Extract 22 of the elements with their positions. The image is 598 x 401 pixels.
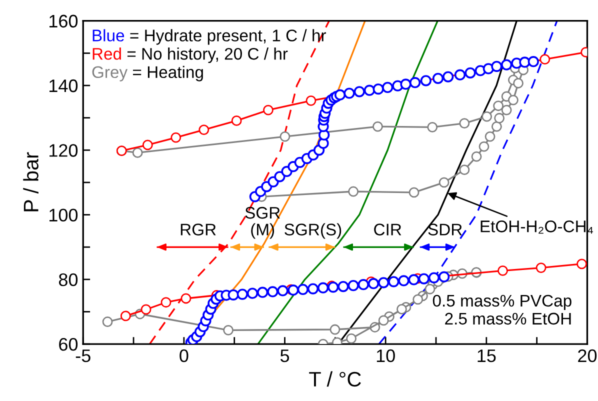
x-tick-label: 0	[180, 349, 188, 362]
annotation: SGR(S)	[284, 223, 342, 239]
x-tick-label: 20	[578, 349, 597, 362]
y-tick-label: 100	[50, 208, 78, 222]
y-axis-title: P / bar	[23, 152, 38, 212]
y-tick-label: 160	[50, 14, 78, 28]
y-tick-label: 60	[59, 338, 78, 351]
text: Grey = Heating	[92, 66, 203, 82]
x-tick-label: -5	[76, 350, 90, 362]
text: Red = No history, 20 C / hr	[92, 48, 288, 64]
y-tick-label: 120	[50, 144, 78, 157]
y-tick-label: 140	[50, 79, 78, 92]
annotation: SDR	[428, 224, 462, 236]
x-tick-label: 10	[376, 349, 395, 362]
x-axis-title: T / °C	[309, 371, 361, 387]
annotation: CIR	[374, 224, 402, 236]
annotation: RGR	[180, 224, 216, 236]
annotation: 0.5 mass% PVCap	[432, 294, 572, 310]
x-tick-label: 5	[280, 350, 290, 362]
annotation: 2.5 mass% EtOH	[445, 312, 571, 325]
x-tick-label: 15	[478, 350, 496, 362]
y-tick-label: 80	[58, 273, 78, 286]
